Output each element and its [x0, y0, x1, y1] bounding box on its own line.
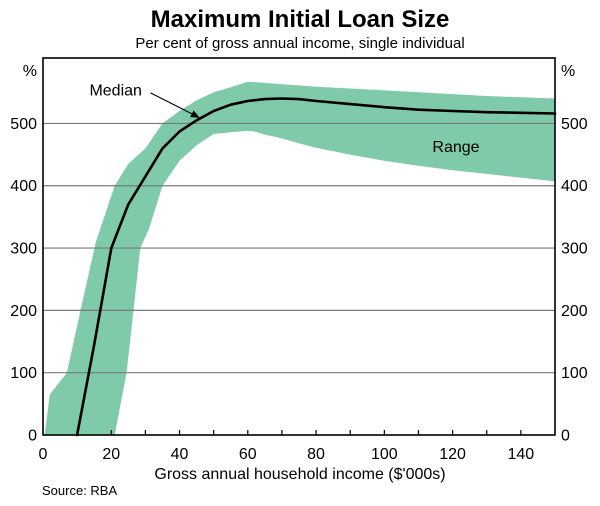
range-band — [44, 81, 555, 435]
y-axis-label-left: 500 — [10, 116, 37, 133]
chart-subtitle: Per cent of gross annual income, single … — [135, 35, 465, 52]
annotation-median: Median — [89, 82, 141, 99]
x-axis-tick-label: 80 — [307, 446, 325, 463]
x-axis-tick-label: 20 — [102, 446, 120, 463]
x-axis-tick-label: 40 — [171, 446, 189, 463]
y-axis-label-right: 500 — [561, 116, 588, 133]
x-axis-tick-label: 140 — [508, 446, 535, 463]
x-axis-tick-label: 60 — [239, 446, 257, 463]
y-unit-label-right: % — [561, 63, 575, 80]
x-axis-tick-label: 120 — [439, 446, 466, 463]
plot-frame — [42, 57, 556, 436]
y-axis-label-right: 0 — [561, 428, 570, 445]
y-axis-label-left: 300 — [10, 241, 37, 258]
x-axis-tick-label: 0 — [39, 446, 48, 463]
y-axis-label-right: 400 — [561, 178, 588, 195]
y-axis-label-right: 200 — [561, 303, 588, 320]
y-axis-label-left: 400 — [10, 178, 37, 195]
y-axis-label-right: 100 — [561, 365, 588, 382]
y-axis-label-left: 0 — [28, 428, 37, 445]
x-axis-title: Gross annual household income ($'000s) — [154, 466, 446, 483]
y-axis-label-right: 300 — [561, 241, 588, 258]
annotation-range: Range — [432, 139, 479, 156]
y-axis-label-left: 200 — [10, 303, 37, 320]
y-unit-label-left: % — [23, 63, 37, 80]
y-axis-label-left: 100 — [10, 365, 37, 382]
x-axis-tick-label: 100 — [371, 446, 398, 463]
annotation-arrow — [150, 92, 200, 118]
median-line — [75, 97, 557, 437]
chart-title: Maximum Initial Loan Size — [150, 6, 450, 33]
source-note: Source: RBA — [42, 483, 118, 498]
